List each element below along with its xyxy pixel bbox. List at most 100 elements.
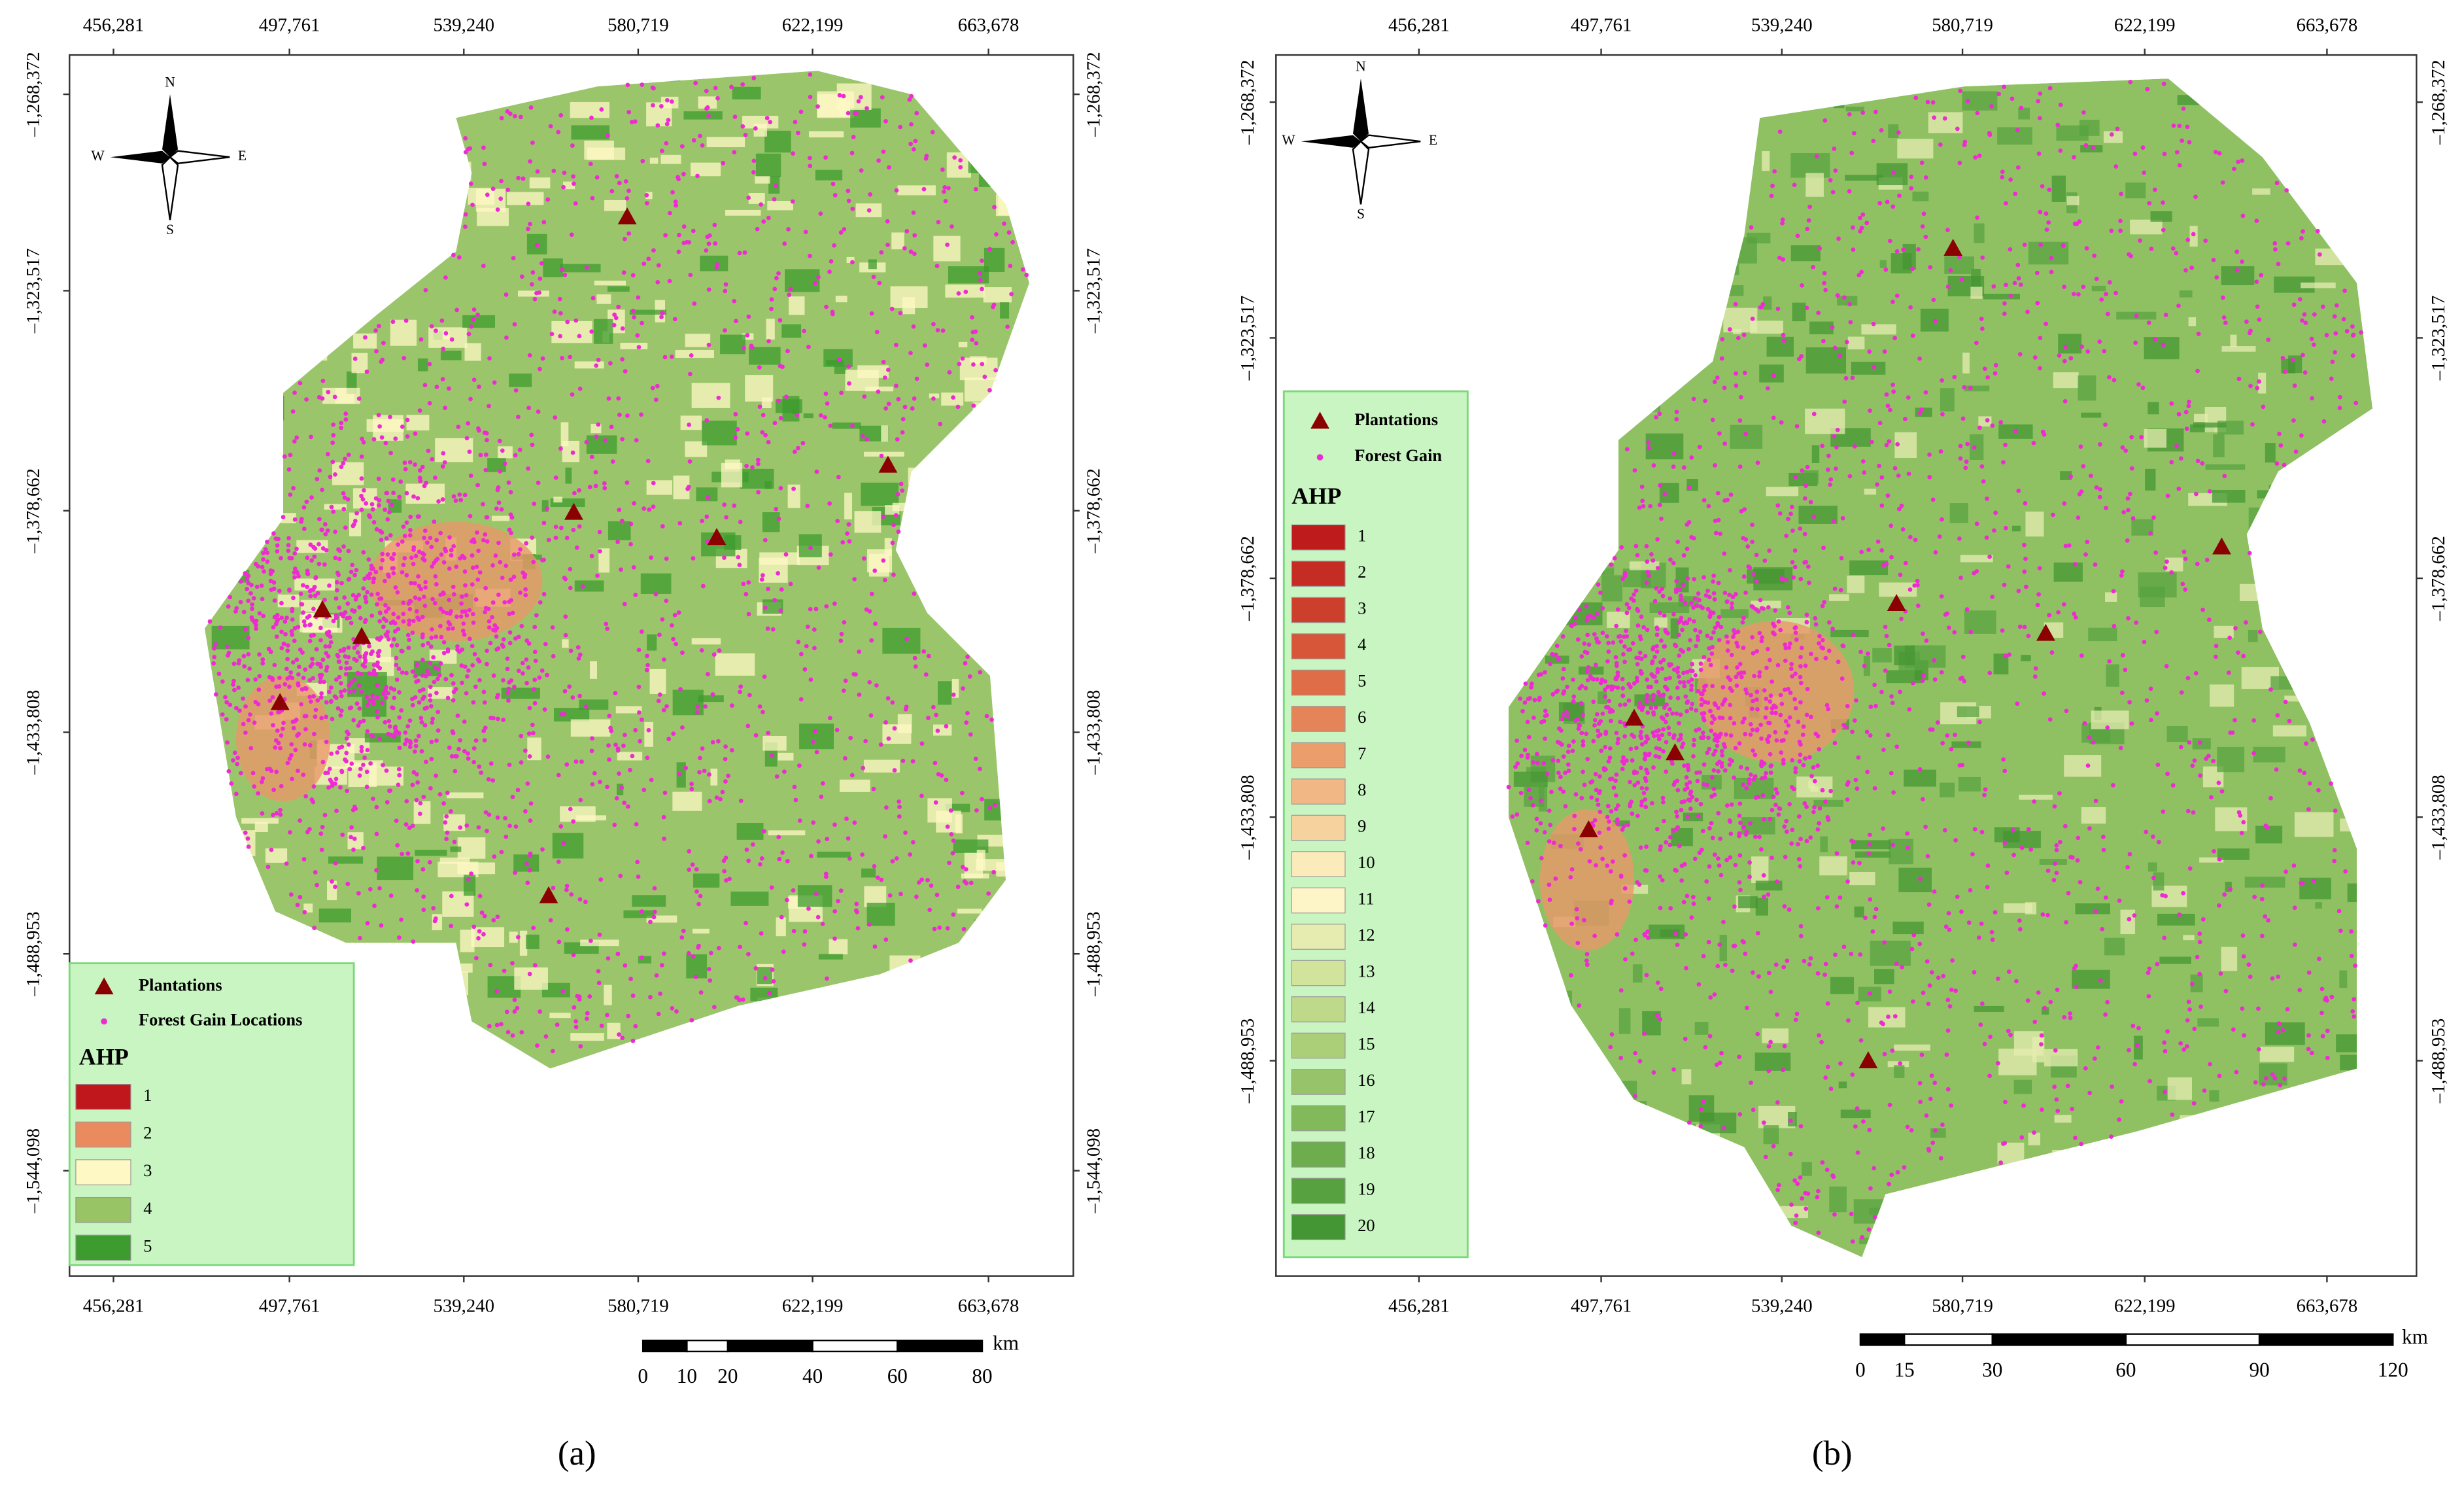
forest-gain-dot xyxy=(693,80,698,86)
forest-gain-dot xyxy=(648,994,653,1000)
forest-gain-dot xyxy=(2125,496,2130,501)
forest-gain-dot xyxy=(404,572,409,578)
land-patch xyxy=(1000,302,1010,319)
land-patch xyxy=(685,334,711,347)
forest-gain-dot xyxy=(1867,842,1872,847)
forest-gain-dot xyxy=(1728,716,1733,721)
forest-gain-dot xyxy=(428,698,433,703)
forest-gain-dot xyxy=(887,165,891,170)
forest-gain-dot xyxy=(897,805,902,809)
forest-gain-dot xyxy=(496,485,501,490)
forest-gain-dot xyxy=(2097,495,2102,500)
land-patch xyxy=(2217,848,2250,860)
forest-gain-dot xyxy=(1775,306,1781,311)
forest-gain-dot xyxy=(356,891,361,896)
forest-gain-dot xyxy=(1605,863,1610,868)
forest-gain-dot xyxy=(502,461,507,466)
forest-gain-dot xyxy=(407,826,412,830)
forest-gain-dot xyxy=(2054,843,2059,848)
forest-gain-dot xyxy=(499,179,504,184)
forest-gain-dot xyxy=(797,818,802,823)
forest-gain-dot xyxy=(416,733,421,739)
forest-gain-dot xyxy=(407,637,411,642)
forest-gain-dot xyxy=(808,253,812,258)
forest-gain-dot xyxy=(2134,313,2139,319)
forest-gain-dot xyxy=(211,661,216,666)
forest-gain-dot xyxy=(1685,576,1690,581)
forest-gain-dot xyxy=(328,474,333,479)
forest-gain-dot xyxy=(339,769,345,774)
forest-gain-dot xyxy=(2265,825,2270,830)
forest-gain-dot xyxy=(900,488,905,493)
forest-gain-dot xyxy=(2350,1009,2355,1014)
forest-gain-dot xyxy=(933,800,938,805)
forest-gain-dot xyxy=(1742,716,1747,722)
forest-gain-dot xyxy=(310,661,315,667)
forest-gain-dot xyxy=(1782,904,1787,909)
forest-gain-dot xyxy=(2217,1073,2222,1079)
forest-gain-dot xyxy=(359,493,364,498)
forest-gain-dot xyxy=(1730,968,1735,973)
forest-gain-dot xyxy=(462,569,468,574)
land-patch xyxy=(429,650,457,664)
forest-gain-dot xyxy=(619,518,625,523)
forest-gain-dot xyxy=(653,397,659,402)
forest-gain-dot xyxy=(1853,698,1858,703)
forest-gain-dot xyxy=(1708,663,1713,668)
forest-gain-dot xyxy=(507,612,512,617)
forest-gain-dot xyxy=(2277,431,2282,436)
land-patch xyxy=(2225,881,2232,892)
forest-gain-dot xyxy=(365,589,369,595)
forest-gain-dot xyxy=(2104,506,2108,510)
forest-gain-dot xyxy=(315,661,320,667)
forest-gain-dot xyxy=(1548,822,1553,827)
forest-gain-dot xyxy=(476,936,481,941)
forest-gain-dot xyxy=(677,232,681,237)
forest-gain-dot xyxy=(377,619,383,624)
forest-gain-dot xyxy=(1644,844,1649,849)
forest-gain-dot xyxy=(2278,1083,2283,1088)
forest-gain-dot xyxy=(415,888,420,893)
forest-gain-dot xyxy=(534,613,539,618)
forest-gain-dot xyxy=(813,729,817,734)
forest-gain-dot xyxy=(1553,652,1558,657)
forest-gain-dot xyxy=(443,820,448,825)
forest-gain-dot xyxy=(1542,829,1547,835)
forest-gain-dot xyxy=(2301,353,2305,358)
forest-gain-dot xyxy=(383,695,388,701)
forest-gain-dot xyxy=(2083,1066,2088,1071)
forest-gain-dot xyxy=(1987,554,1992,559)
forest-gain-dot xyxy=(1947,1004,1953,1009)
forest-gain-dot xyxy=(341,491,346,496)
forest-gain-dot xyxy=(2278,443,2284,448)
forest-gain-dot xyxy=(2185,1018,2190,1023)
land-patch xyxy=(1845,107,1864,112)
forest-gain-dot xyxy=(362,619,368,625)
forest-gain-dot xyxy=(2218,971,2223,976)
forest-gain-dot xyxy=(1762,688,1767,693)
forest-gain-dot xyxy=(1775,1012,1779,1017)
forest-gain-dot xyxy=(346,655,351,659)
forest-gain-dot xyxy=(561,184,566,190)
forest-gain-dot xyxy=(761,573,765,578)
forest-gain-dot xyxy=(1945,228,1950,232)
forest-gain-dot xyxy=(2078,880,2083,884)
forest-gain-dot xyxy=(419,716,424,720)
forest-gain-dot xyxy=(1864,220,1870,226)
land-patch xyxy=(554,708,590,722)
land-patch xyxy=(549,1013,571,1018)
forest-gain-dot xyxy=(1699,847,1704,852)
land-patch xyxy=(617,752,643,761)
forest-gain-dot xyxy=(757,404,762,409)
forest-gain-dot xyxy=(2316,788,2321,793)
forest-gain-dot xyxy=(560,989,566,994)
forest-gain-dot xyxy=(2312,342,2316,347)
land-patch xyxy=(529,177,551,189)
forest-gain-dot xyxy=(440,377,445,382)
forest-gain-dot xyxy=(312,554,317,559)
forest-gain-dot xyxy=(762,976,768,981)
forest-gain-dot xyxy=(1952,374,1957,379)
forest-gain-dot xyxy=(451,592,456,597)
forest-gain-dot xyxy=(1575,637,1581,642)
land-patch xyxy=(768,176,780,194)
